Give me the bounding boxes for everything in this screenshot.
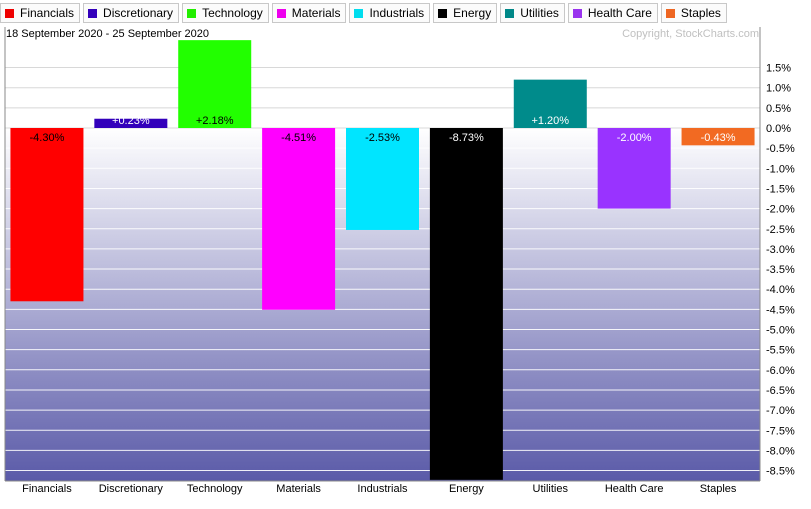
y-tick-label: 0.5% — [766, 103, 791, 115]
data-label: -8.73% — [449, 132, 484, 144]
chart-subtitle: 18 September 2020 - 25 September 2020 — [6, 28, 209, 40]
x-tick-label: Discretionary — [99, 483, 164, 495]
legend-swatch — [276, 8, 286, 18]
y-tick-label: 0.0% — [766, 123, 791, 135]
plot-background-positive — [5, 27, 760, 128]
legend: Financials Discretionary Technology Materia… — [0, 3, 727, 23]
x-tick-label: Utilities — [533, 483, 569, 495]
grid-lines — [5, 67, 760, 472]
bar-utilities — [513, 79, 587, 128]
legend-swatch — [438, 8, 448, 18]
bars — [10, 40, 755, 480]
legend-item-materials[interactable]: Materials — [271, 3, 347, 23]
y-tick-label: 1.5% — [766, 63, 791, 75]
y-tick-label: -5.0% — [766, 325, 795, 337]
y-tick-label: -3.5% — [766, 264, 795, 276]
legend-label: Industrials — [369, 6, 425, 20]
bar-discretionary — [94, 118, 168, 128]
y-tick-label: -8.5% — [766, 466, 795, 478]
data-label: -2.00% — [617, 132, 652, 144]
data-label: -0.43% — [701, 132, 736, 144]
x-tick-label: Financials — [22, 483, 72, 495]
y-tick-label: -2.0% — [766, 204, 795, 216]
legend-label: Utilities — [520, 6, 559, 20]
x-tick-label: Energy — [449, 483, 484, 495]
y-axis: 1.5% 1.0% 0.5% 0.0% -0.5% -1.0% -1.5% -2.0% -2.5… — [766, 63, 795, 478]
bar-financials — [10, 128, 84, 302]
legend-swatch — [572, 8, 582, 18]
data-label: -4.51% — [281, 132, 316, 144]
legend-item-energy[interactable]: Energy — [433, 3, 498, 23]
legend-swatch — [665, 8, 675, 18]
legend-swatch — [5, 8, 14, 18]
legend-item-utilities[interactable]: Utilities — [500, 3, 565, 23]
y-tick-label: -6.0% — [766, 365, 795, 377]
legend-swatch — [354, 8, 364, 18]
y-tick-label: -8.0% — [766, 445, 795, 457]
y-tick-label: -1.0% — [766, 163, 795, 175]
legend-item-technology[interactable]: Technology — [182, 3, 269, 23]
data-label: -2.53% — [365, 132, 400, 144]
legend-item-discretionary[interactable]: Discretionary — [83, 3, 180, 23]
y-tick-label: -1.5% — [766, 183, 795, 195]
bar-industrials — [346, 128, 419, 230]
y-tick-label: -4.5% — [766, 304, 795, 316]
bar-staples — [681, 128, 755, 146]
legend-swatch — [505, 8, 515, 18]
y-tick-label: -6.5% — [766, 385, 795, 397]
bar-technology — [178, 40, 252, 129]
legend-swatch — [187, 8, 197, 18]
y-tick-label: -5.5% — [766, 345, 795, 357]
data-labels: -4.30% +0.23% +2.18% -4.51% -2.53% -8.73% +1.2… — [30, 115, 736, 144]
legend-item-health-care[interactable]: Health Care — [567, 3, 658, 23]
legend-label: Health Care — [587, 6, 652, 20]
watermark: Copyright, StockCharts.com — [622, 28, 759, 40]
legend-label: Financials — [20, 6, 75, 20]
y-tick-label: -3.0% — [766, 244, 795, 256]
legend-item-staples[interactable]: Staples — [660, 3, 727, 23]
legend-label: Technology — [202, 6, 263, 20]
y-tick-label: 1.0% — [766, 83, 791, 95]
legend-label: Discretionary — [103, 6, 174, 20]
data-label: +1.20% — [531, 115, 569, 127]
x-tick-label: Staples — [700, 483, 737, 495]
data-label: +2.18% — [196, 115, 234, 127]
x-tick-label: Industrials — [357, 483, 408, 495]
y-tick-label: -0.5% — [766, 143, 795, 155]
x-tick-label: Materials — [276, 483, 321, 495]
legend-item-financials[interactable]: Financials — [0, 3, 81, 23]
y-tick-label: -4.0% — [766, 284, 795, 296]
legend-item-industrials[interactable]: Industrials — [349, 3, 431, 23]
legend-swatch — [88, 8, 98, 18]
legend-label: Energy — [453, 6, 492, 20]
x-axis: Financials Discretionary Technology Materia… — [22, 483, 737, 495]
y-tick-label: -7.5% — [766, 425, 795, 437]
data-label: +0.23% — [112, 115, 150, 127]
legend-label: Staples — [680, 6, 721, 20]
x-tick-label: Technology — [187, 483, 243, 495]
bar-health-care — [597, 128, 671, 209]
data-label: -4.30% — [30, 132, 65, 144]
y-tick-label: -2.5% — [766, 224, 795, 236]
bar-materials — [262, 128, 336, 310]
x-tick-label: Health Care — [605, 483, 664, 495]
legend-label: Materials — [291, 6, 341, 20]
bar-energy — [429, 128, 503, 480]
y-tick-label: -7.0% — [766, 405, 795, 417]
